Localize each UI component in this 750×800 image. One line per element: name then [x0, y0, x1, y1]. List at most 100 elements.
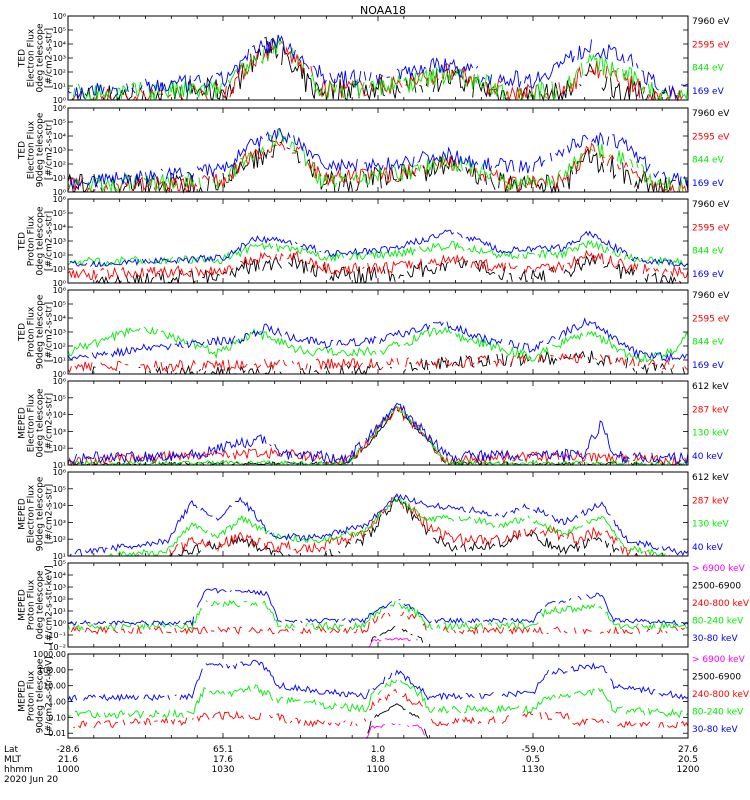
series-80-240-kev-line [67, 599, 689, 632]
legend-entry: 2500-6900 [692, 672, 741, 682]
axis-row-value: -28.6 [56, 745, 80, 755]
legend-entry: 2595 eV [692, 223, 730, 233]
y-tick-label: 10⁰ [53, 188, 66, 197]
y-axis-label-line: 0deg telescope [36, 388, 46, 458]
y-axis-label-line: [#/cm2-s-str] [45, 393, 55, 453]
series-130-kev-line [88, 496, 688, 557]
legend-entry: 7960 eV [692, 17, 730, 27]
y-tick-label: 10⁶ [53, 468, 66, 477]
y-tick-label: 10⁰ [53, 96, 66, 105]
y-tick-label: 10¹ [53, 265, 66, 274]
legend-entry: 2595 eV [692, 314, 730, 324]
series-169-ev-line [69, 229, 689, 268]
axis-row-label: Lat [4, 745, 19, 755]
y-tick-label: 10⁵ [53, 559, 66, 568]
y-tick-label: 1.00 [48, 698, 66, 707]
y-tick-label: 10² [53, 251, 66, 260]
y-axis-label-line: TED [18, 141, 28, 160]
legend-entry: > 6900 keV [692, 564, 746, 574]
panel-frame [67, 562, 689, 648]
y-tick-label: 10⁶ [53, 12, 66, 21]
y-axis-label-line: Electron Flux [27, 28, 37, 87]
y-axis-label-line: TED [18, 323, 28, 342]
y-tick-label: 100.00 [38, 666, 66, 675]
y-tick-label: 10⁴ [53, 314, 66, 323]
legend-entry: 30-80 keV [692, 725, 738, 735]
axis-row-value: 1130 [522, 765, 545, 775]
y-tick-label: 10² [53, 595, 66, 604]
panel-6: 10⁻² 10⁻¹ 10⁰ 10¹ 10² 10³ 10⁴ 10⁵ MEPED Proton Fl… [18, 559, 750, 652]
y-tick-label: 10⁴ [53, 40, 66, 49]
legend-entry: 40 keV [692, 543, 724, 553]
series-169-ev-line [69, 128, 689, 190]
panel-4: 10¹ 10² 10³ 10⁴ 10⁵ 10⁶ MEPED Electron Flux 0deg… [18, 377, 730, 470]
series-2595-ev-line [67, 352, 689, 374]
legend-entry: 287 keV [692, 496, 729, 506]
y-tick-label: 10³ [53, 54, 66, 63]
axis-row-value: 20.5 [678, 755, 698, 765]
y-tick-label: 10⁵ [53, 118, 66, 127]
panel-frame [67, 471, 689, 557]
y-axis-label-line: Proton Flux [27, 670, 37, 721]
y-tick-label: 10¹ [53, 607, 66, 616]
y-tick-label: 10⁰ [53, 279, 66, 288]
series--6900-kev-line [102, 723, 688, 738]
y-axis-label-line: [#/cm2-s-str] [45, 120, 55, 180]
y-axis-label-line: Electron Flux [27, 484, 37, 543]
y-tick-label: 10⁴ [53, 502, 66, 511]
legend-entry: 287 keV [692, 405, 729, 415]
y-axis-label-line: [#/cm2-s-str-keV] [45, 565, 55, 644]
series-169-ev-line [67, 34, 689, 100]
series-80-240-kev-line [67, 679, 689, 719]
panel-frame [67, 653, 689, 739]
y-tick-label: 10⁴ [53, 411, 66, 420]
series-169-ev-line [67, 317, 689, 363]
y-axis-label-line: TED [18, 232, 28, 251]
legend-entry: 2595 eV [692, 132, 730, 142]
y-tick-label: 10⁵ [53, 394, 66, 403]
legend-entry: 612 keV [692, 473, 729, 483]
legend-entry: 169 eV [692, 270, 725, 280]
legend-entry: 240-800 keV [692, 690, 750, 700]
y-axis-label-line: Electron Flux [27, 393, 37, 452]
series-240-800-kev-line [70, 611, 685, 635]
date-label: 2020 Jun 20 [4, 775, 58, 785]
y-axis-label-line: Proton Flux [27, 306, 37, 357]
y-tick-label: 10³ [53, 583, 66, 592]
legend-entry: 80-240 keV [692, 616, 744, 626]
y-tick-label: 10.00 [43, 682, 66, 691]
y-tick-label: 10⁻¹ [48, 631, 66, 640]
axis-row-value: 1030 [212, 765, 235, 775]
panel-2: 10⁰ 10¹ 10² 10³ 10⁴ 10⁵ 10⁶ TED Proton Flux 0deg … [18, 195, 731, 288]
y-tick-label: 0.01 [48, 729, 66, 738]
y-axis-label-line: [#/cm2-s-str-keV] [45, 656, 55, 735]
axis-row-value: 21.6 [58, 755, 78, 765]
axis-row-value: 0.5 [526, 755, 540, 765]
y-axis-label-line: Electron Flux [27, 120, 37, 179]
y-tick-label: 10² [53, 342, 66, 351]
y-axis-label-line: [#/cm2-s-str] [45, 28, 55, 88]
legend-entry: 844 eV [692, 338, 725, 348]
panel-1: 10⁰ 10¹ 10² 10³ 10⁴ 10⁵ 10⁶ TED Electron Flux 90d… [18, 104, 731, 197]
panel-0: 10⁰ 10¹ 10² 10³ 10⁴ 10⁵ 10⁶ TED Electron Flux 0de… [18, 12, 731, 105]
y-tick-label: 10⁵ [53, 300, 66, 309]
y-tick-label: 10¹ [53, 552, 66, 561]
y-tick-label: 10³ [53, 146, 66, 155]
legend-entry: 40 keV [692, 452, 724, 462]
y-axis-label-line: 90deg telescope [36, 658, 46, 733]
y-axis-label-line: 0deg telescope [36, 206, 46, 276]
y-axis-label-line: 90deg telescope [36, 294, 46, 369]
legend-entry: 844 eV [692, 64, 725, 74]
y-tick-label: 10⁴ [53, 571, 66, 580]
panel-7: 0.01 0.10 1.00 10.00 100.00 1000.00 MEPED Proto… [18, 650, 750, 738]
y-axis-label-line: MEPED [18, 680, 28, 712]
y-tick-label: 10¹ [53, 356, 66, 365]
series-30-80-kev-line [67, 659, 689, 703]
legend-entry: 80-240 keV [692, 707, 744, 717]
y-tick-label: 0.10 [48, 713, 66, 722]
axis-row-value: 65.1 [213, 745, 233, 755]
y-tick-label: 10¹ [53, 174, 66, 183]
legend-entry: > 6900 keV [692, 655, 746, 665]
